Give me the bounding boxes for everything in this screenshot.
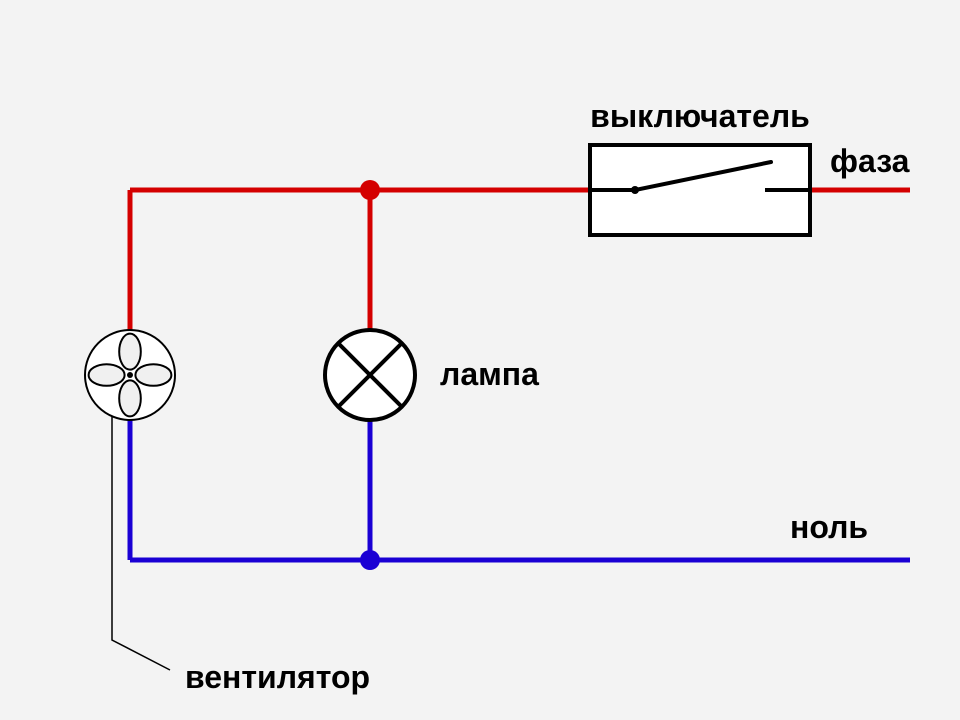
- fan-label: вентилятор: [185, 659, 370, 695]
- phase-junction-node: [360, 180, 380, 200]
- neutral-junction-node: [360, 550, 380, 570]
- phase-label: фаза: [830, 143, 910, 179]
- switch-component: [590, 145, 810, 235]
- lamp-symbol: [325, 330, 415, 420]
- switch-label: выключатель: [590, 98, 810, 134]
- fan-symbol: [85, 330, 175, 420]
- lamp-label: лампа: [440, 356, 539, 392]
- neutral-label: ноль: [790, 509, 868, 545]
